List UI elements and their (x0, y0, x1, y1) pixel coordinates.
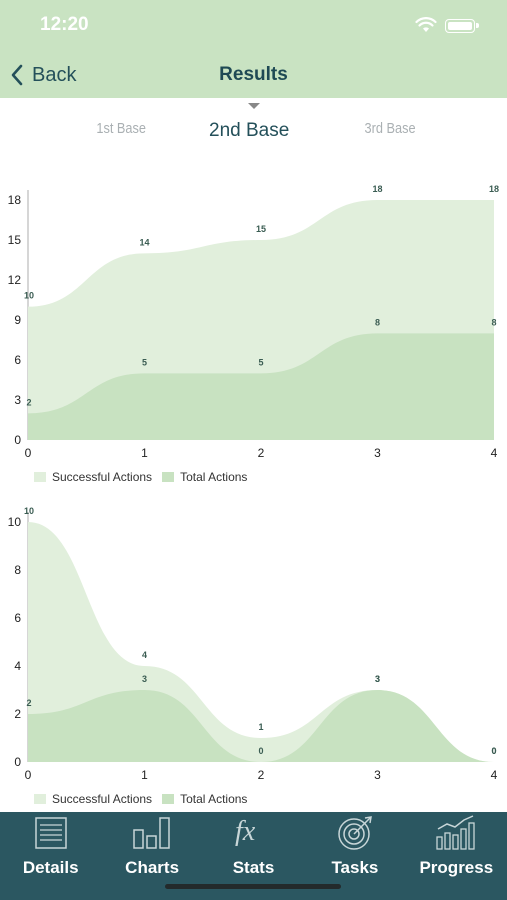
status-time: 12:20 (40, 14, 89, 35)
y-tick-label: 18 (8, 193, 22, 207)
chart-top: 10 14 15 18 18 2 5 5 8 8 0 3 6 9 12 15 18 0 1 2 3 4 (0, 170, 507, 460)
tab-charts[interactable]: Charts (101, 812, 202, 900)
legend-bottom: Successful Actions Total Actions (34, 792, 257, 806)
data-label: 3 (142, 674, 147, 684)
x-tick-label: 1 (141, 768, 148, 782)
data-label: 10 (24, 291, 34, 301)
chevron-left-icon (11, 64, 23, 86)
data-label: 5 (258, 357, 263, 367)
y-tick-label: 3 (14, 393, 21, 407)
legend-label: Successful Actions (52, 792, 153, 806)
chart-bottom: 10 4 1 3 0 2 3 0 3 0 0 2 4 6 8 10 0 1 2 3 4 (0, 500, 507, 785)
wifi-icon (415, 17, 437, 32)
x-tick-label: 4 (491, 768, 498, 782)
x-tick-label: 0 (25, 446, 32, 460)
segment-1st-base[interactable]: 1st Base (96, 120, 146, 137)
data-label: 0 (491, 746, 496, 756)
tab-stats[interactable]: fx Stats (203, 812, 304, 900)
x-tick-label: 1 (141, 446, 148, 460)
back-label: Back (32, 63, 77, 86)
tab-tasks[interactable]: Tasks (304, 812, 405, 900)
x-tick-label: 4 (491, 446, 498, 460)
y-tick-label: 10 (8, 515, 22, 529)
segment-3rd-base[interactable]: 3rd Base (364, 120, 416, 137)
data-label: 3 (375, 674, 380, 684)
data-label: 18 (489, 184, 499, 194)
y-tick-label: 8 (14, 563, 21, 577)
legend-item-successful: Successful Actions (34, 470, 152, 484)
status-icons (415, 17, 485, 35)
y-tick-label: 15 (8, 233, 22, 247)
home-indicator (165, 884, 341, 889)
legend-label: Total Actions (180, 470, 248, 484)
data-label: 0 (491, 746, 496, 756)
page-title: Results (219, 64, 288, 85)
data-label: 3 (375, 674, 380, 684)
segment-2nd-base[interactable]: 2nd Base (209, 120, 290, 141)
tab-label: Details (22, 858, 79, 877)
legend-label: Total Actions (180, 792, 248, 806)
legend-top: Successful Actions Total Actions (34, 470, 257, 484)
y-tick-label: 0 (14, 433, 21, 447)
tab-details[interactable]: Details (0, 812, 101, 900)
progress-icon (436, 815, 475, 850)
legend-label: Successful Actions (52, 470, 153, 484)
x-tick-label: 2 (258, 768, 265, 782)
data-label: 15 (256, 224, 266, 234)
legend-item-total: Total Actions (162, 470, 247, 484)
y-tick-label: 6 (14, 353, 21, 367)
data-label: 10 (24, 506, 34, 516)
data-label: 18 (372, 184, 382, 194)
y-tick-label: 0 (14, 755, 21, 769)
y-tick-label: 12 (8, 273, 22, 287)
area-series-total (28, 690, 494, 762)
y-tick-label: 6 (14, 611, 21, 625)
legend-item-total: Total Actions (162, 792, 247, 806)
x-tick-label: 3 (374, 446, 381, 460)
tab-progress[interactable]: Progress (406, 812, 507, 900)
y-tick-label: 9 (14, 313, 21, 327)
data-label: 4 (142, 650, 147, 660)
area-series-total (28, 333, 494, 440)
fx-icon: fx (235, 816, 256, 847)
tab-label: Stats (232, 858, 275, 877)
data-label: 0 (258, 746, 263, 756)
details-icon (34, 817, 67, 849)
back-button[interactable]: Back (10, 60, 76, 90)
tab-label: Charts (125, 858, 180, 877)
data-label: 8 (491, 317, 496, 327)
y-tick-label: 2 (14, 707, 21, 721)
legend-item-successful: Successful Actions (34, 792, 152, 806)
data-label: 5 (142, 357, 147, 367)
data-label: 1 (258, 722, 263, 732)
segment-indicator-arrow (248, 103, 260, 109)
data-label: 2 (26, 698, 31, 708)
tab-label: Tasks (331, 858, 379, 877)
x-tick-label: 0 (25, 768, 32, 782)
data-label: 14 (139, 237, 149, 247)
y-tick-label: 4 (14, 659, 21, 673)
tab-label: Progress (419, 858, 494, 877)
x-tick-label: 2 (258, 446, 265, 460)
header-bar: 12:20 Back Results (0, 0, 507, 98)
data-label: 2 (26, 397, 31, 407)
charts-icon (133, 817, 170, 849)
battery-icon (445, 19, 479, 33)
target-icon (338, 816, 372, 850)
data-label: 8 (375, 317, 380, 327)
x-tick-label: 3 (374, 768, 381, 782)
svg-text:fx: fx (235, 816, 256, 847)
